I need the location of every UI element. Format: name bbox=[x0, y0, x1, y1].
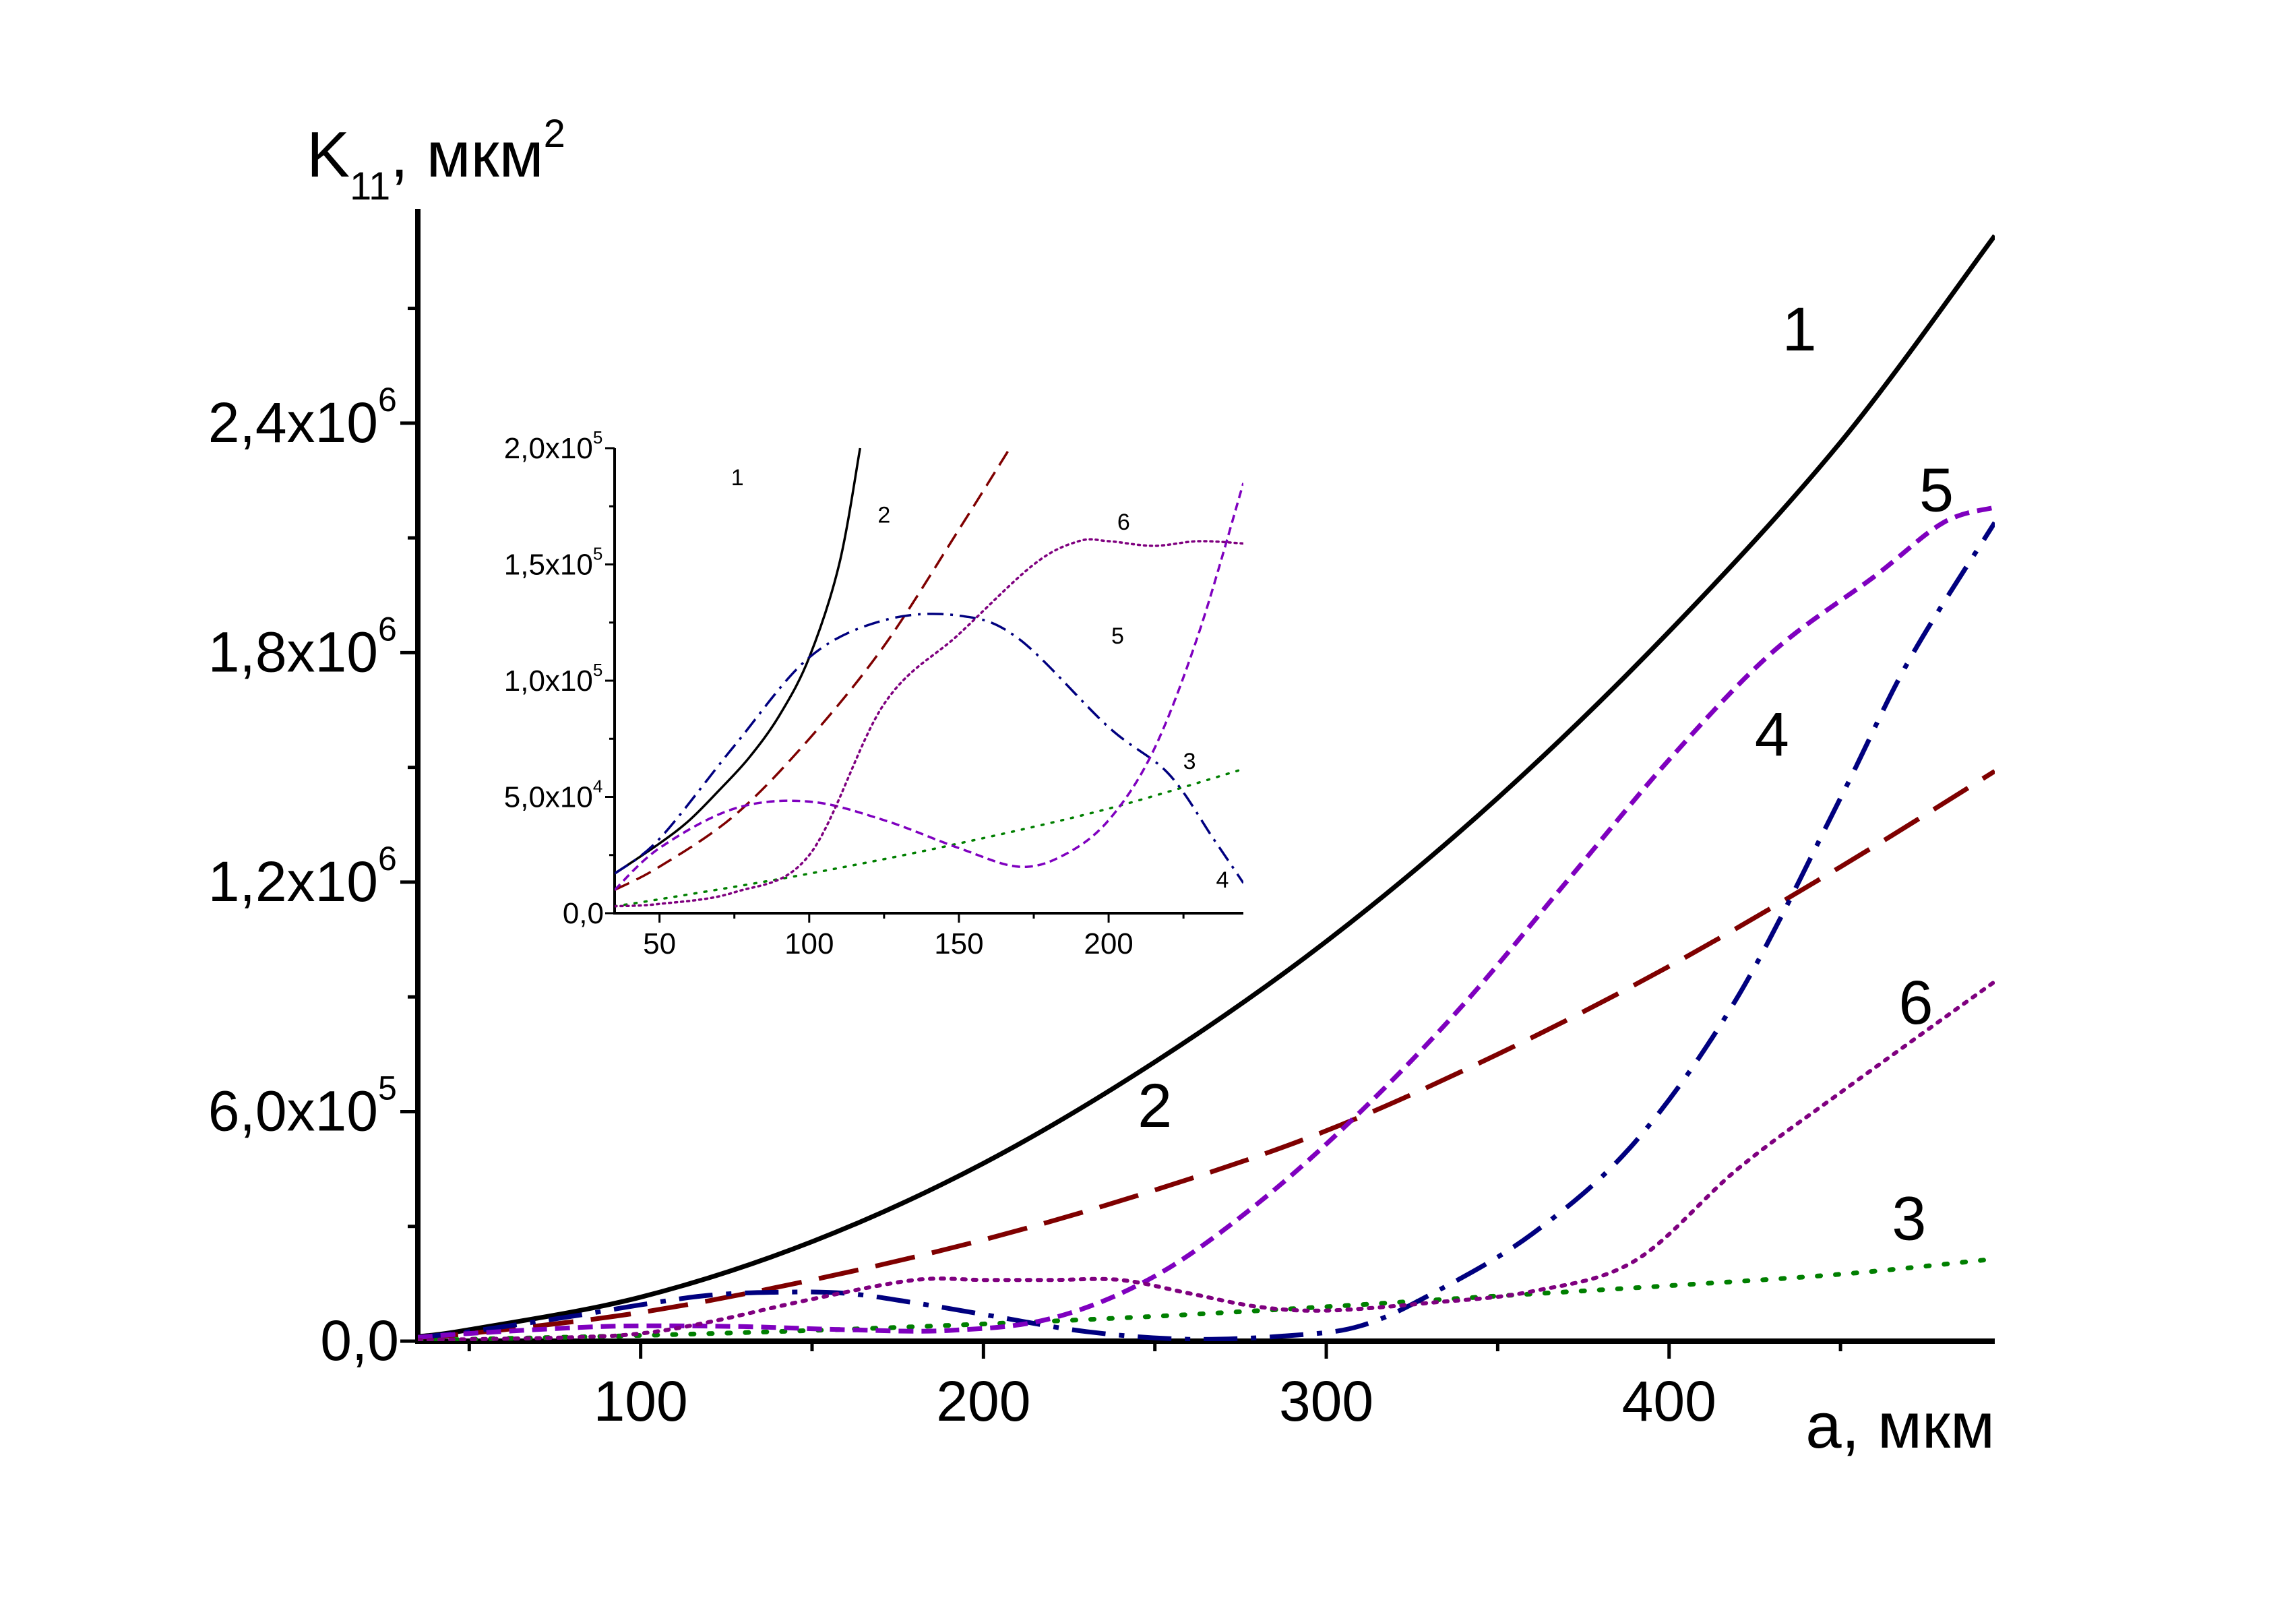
inset-y-tick-exponent: 5 bbox=[593, 544, 602, 564]
inset-series-3-line bbox=[615, 768, 1243, 908]
main-y-tick-exponent: 6 bbox=[378, 610, 397, 648]
main-y-tick-label: 2,4x10 bbox=[208, 391, 378, 454]
main-y-tick-label: 1,8x10 bbox=[208, 620, 378, 683]
inset-series-4-line bbox=[615, 613, 1243, 884]
main-x-tick-label: 100 bbox=[594, 1369, 688, 1433]
main-y-tick-exponent: 6 bbox=[378, 381, 397, 419]
inset-y-tick-label: 0,0 bbox=[563, 897, 604, 930]
main-series-1-line bbox=[418, 234, 1995, 1339]
main-series-6-line bbox=[418, 979, 1995, 1341]
inset-series-1-label: 1 bbox=[731, 465, 744, 491]
inset-y-tick-exponent: 5 bbox=[593, 427, 602, 448]
inset-y-tick-label: 2,0x10 bbox=[504, 432, 593, 465]
main-x-axis-title: a, мкм bbox=[1805, 1390, 1995, 1462]
main-x-tick-label: 400 bbox=[1622, 1369, 1716, 1433]
main-y-tick-label: 1,2x10 bbox=[208, 850, 378, 913]
main-series-3-label: 3 bbox=[1892, 1185, 1926, 1254]
main-series-2-label: 2 bbox=[1138, 1072, 1172, 1140]
main-x-tick-label: 200 bbox=[936, 1369, 1030, 1433]
inset-x-tick-label: 50 bbox=[643, 927, 676, 960]
inset-series-2-label: 2 bbox=[877, 502, 890, 528]
main-x-tick-label: 300 bbox=[1279, 1369, 1373, 1433]
inset-series-4-label: 4 bbox=[1216, 867, 1229, 893]
inset-y-tick-exponent: 4 bbox=[593, 776, 602, 797]
inset-y-tick-label: 5,0x10 bbox=[504, 781, 593, 814]
inset-series-2-line bbox=[615, 448, 1011, 892]
main-y-tick-exponent: 6 bbox=[378, 840, 397, 877]
main-y-tick-label: 0,0 bbox=[320, 1309, 399, 1372]
inset-series-5-line bbox=[615, 483, 1243, 891]
inset-y-tick-label: 1,0x10 bbox=[504, 665, 593, 698]
main-y-axis-title: K11, мкм2 bbox=[307, 112, 565, 208]
main-series-1-label: 1 bbox=[1782, 295, 1816, 364]
main-series-3-line bbox=[418, 1256, 1995, 1341]
main-series-5-label: 5 bbox=[1919, 456, 1954, 524]
inset-y-tick-label: 1,5x10 bbox=[504, 549, 593, 582]
main-series-4-label: 4 bbox=[1755, 701, 1789, 770]
inset-series-5-label: 5 bbox=[1111, 623, 1124, 649]
inset-series-6-line bbox=[615, 538, 1243, 908]
main-y-tick-exponent: 5 bbox=[378, 1069, 397, 1107]
inset-x-tick-label: 150 bbox=[934, 927, 983, 960]
inset-x-tick-label: 100 bbox=[784, 927, 834, 960]
main-series-2-line bbox=[418, 769, 1995, 1340]
main-y-tick-label: 6,0x10 bbox=[208, 1079, 378, 1142]
inset-x-tick-label: 200 bbox=[1084, 927, 1133, 960]
inset-y-tick-exponent: 5 bbox=[593, 660, 602, 680]
main-series-5-line bbox=[418, 505, 1995, 1340]
main-series-6-label: 6 bbox=[1898, 968, 1933, 1037]
inset-series-6-label: 6 bbox=[1117, 510, 1130, 535]
main-series-4-line bbox=[418, 521, 1995, 1341]
inset-series-3-label: 3 bbox=[1183, 749, 1196, 774]
inset-series-1-line bbox=[615, 448, 862, 875]
